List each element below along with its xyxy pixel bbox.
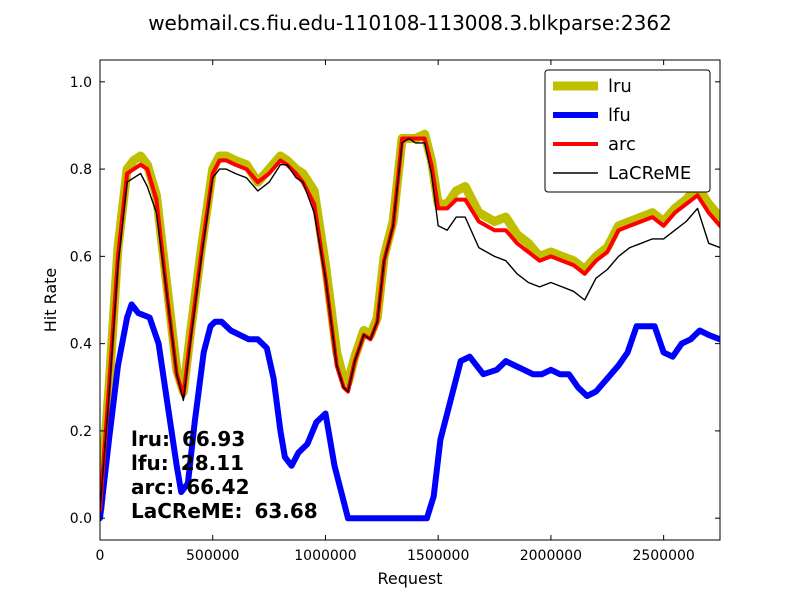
- legend-label-lfu: lfu: [608, 105, 631, 126]
- annotation-arc: arc: 66.42: [131, 475, 249, 499]
- x-tick-label: 1500000: [407, 548, 469, 564]
- annotation-label: arc:: [131, 475, 174, 499]
- legend-label-lru: lru: [608, 76, 632, 97]
- y-axis-label: Hit Rate: [41, 268, 60, 333]
- annotation-lru: lru: 66.93: [131, 427, 245, 451]
- annotation-value: 66.42: [186, 475, 249, 499]
- annotation-value: 63.68: [254, 499, 317, 523]
- chart-title: webmail.cs.fiu.edu-110108-113008.3.blkpa…: [148, 11, 672, 35]
- series-line-lacreme: [100, 137, 720, 511]
- y-tick-label: 0.4: [70, 337, 92, 353]
- annotation-value: 28.11: [181, 451, 244, 475]
- y-tick-label: 1.0: [70, 75, 92, 91]
- x-tick-label: 1000000: [294, 548, 356, 564]
- legend: lru lfu arc LaCReME: [544, 69, 711, 193]
- x-tick-label: 500000: [186, 548, 239, 564]
- annotation-lfu: lfu: 28.11: [131, 451, 244, 475]
- y-tick-label: 0.6: [70, 249, 92, 265]
- y-tick-label: 0.8: [70, 162, 92, 178]
- x-tick-label: 2000000: [520, 548, 582, 564]
- annotation-label: lru:: [131, 427, 170, 451]
- y-tick-label: 0.2: [70, 424, 92, 440]
- x-axis-label: Request: [378, 569, 443, 588]
- annotation-label: lfu:: [131, 451, 169, 475]
- plot-frame: [99, 59, 721, 541]
- annotation-label: LaCReME:: [131, 499, 242, 523]
- x-tick-label: 0: [96, 548, 105, 564]
- legend-label-arc: arc: [608, 134, 636, 155]
- series-line-lfu: [100, 301, 720, 522]
- legend-label-lacreme: LaCReME: [608, 163, 691, 184]
- x-axis: 0 500000 1000000 1500000 2000000 2500000: [96, 60, 695, 564]
- y-tick-label: 0.0: [70, 511, 92, 527]
- y-axis: 0.0 0.2 0.4 0.6 0.8 1.0: [70, 75, 720, 527]
- series-layer: [100, 129, 720, 522]
- x-tick-label: 2500000: [632, 548, 694, 564]
- annotation-value: 66.93: [182, 427, 245, 451]
- legend-box: [544, 69, 711, 193]
- annotation-lacreme: LaCReME: 63.68: [131, 499, 318, 523]
